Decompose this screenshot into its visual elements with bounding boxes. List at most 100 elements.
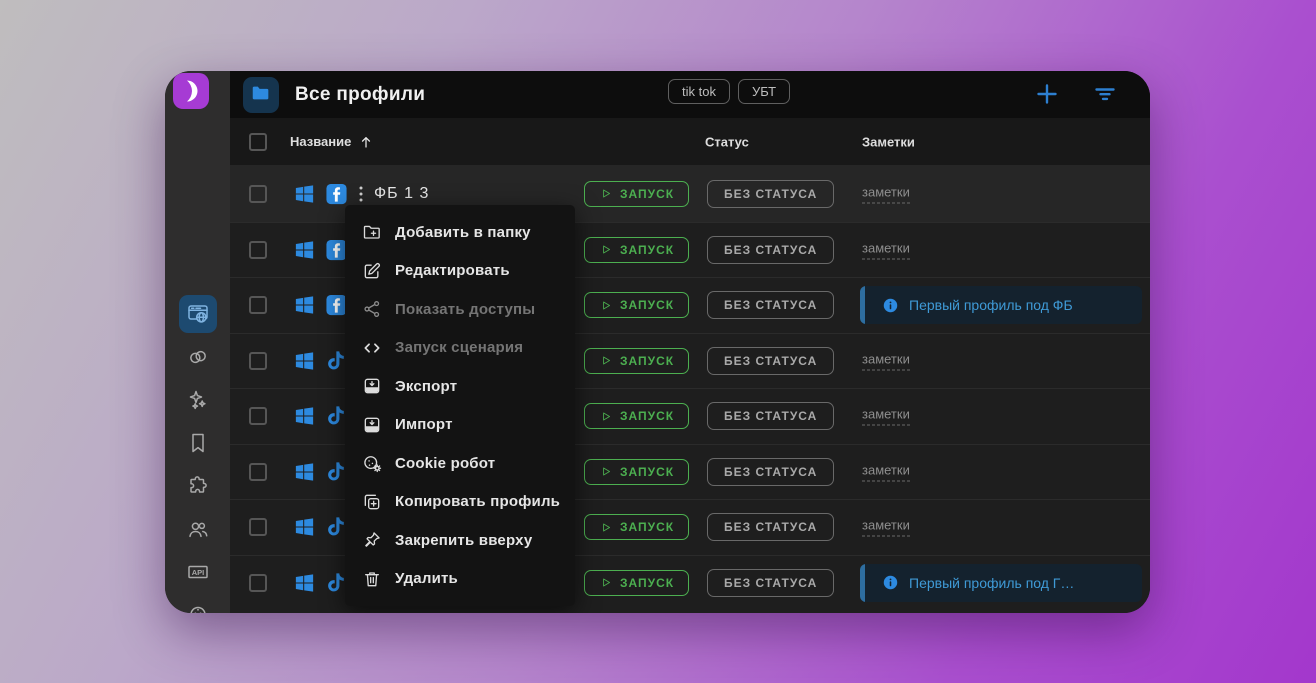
sidebar-item-extensions[interactable] [179, 467, 217, 505]
tag-tiktok[interactable]: tik tok [668, 79, 730, 104]
row-checkbox[interactable] [249, 407, 267, 426]
row-checkbox[interactable] [249, 573, 267, 592]
windows-icon [293, 182, 316, 205]
status-button[interactable]: БЕЗ СТАТУСА [707, 179, 835, 208]
status-button[interactable]: БЕЗ СТАТУСА [707, 346, 835, 375]
note-text: Первый профиль под Г… [909, 574, 1075, 591]
play-icon [603, 467, 610, 476]
note-card[interactable]: Первый профиль под Г… [860, 563, 1142, 602]
sidebar-item-bot[interactable] [179, 596, 217, 613]
menu-item-add-to-folder[interactable]: Добавить в папку [345, 213, 575, 252]
context-menu: Добавить в папку Редактировать Показать … [345, 205, 575, 606]
tag-list: tik tok УБТ [668, 79, 791, 104]
sidebar-item-bookmarks[interactable] [179, 424, 217, 462]
sidebar-item-proxy[interactable] [179, 338, 217, 376]
sort-asc-icon [362, 136, 371, 148]
windows-icon [293, 460, 316, 483]
cookie-robot-icon [362, 453, 382, 473]
windows-icon [293, 238, 316, 261]
launch-button[interactable]: ЗАПУСК [584, 458, 690, 485]
profile-name: ФБ 1 3 [374, 184, 430, 202]
add-profile-button[interactable] [1034, 82, 1060, 108]
sidebar: API [165, 71, 230, 613]
row-checkbox[interactable] [249, 462, 267, 481]
notes-placeholder[interactable]: заметки [862, 184, 910, 204]
menu-item-pin-top[interactable]: Закрепить вверху [345, 521, 575, 560]
windows-icon [293, 294, 316, 317]
menu-item-run-scenario: Запуск сценария [345, 329, 575, 368]
sidebar-item-profiles[interactable] [178, 295, 217, 333]
app-window: API Все профили tik tok УБТ [165, 71, 1150, 613]
play-icon [603, 356, 610, 365]
windows-icon [293, 571, 316, 594]
menu-item-import[interactable]: Импорт [345, 406, 575, 445]
code-icon [362, 338, 382, 358]
column-status: Статус [705, 134, 749, 149]
row-checkbox[interactable] [249, 184, 267, 203]
menu-item-delete[interactable]: Удалить [345, 560, 575, 599]
status-button[interactable]: БЕЗ СТАТУСА [707, 402, 835, 431]
menu-item-edit[interactable]: Редактировать [345, 252, 575, 291]
notes-placeholder[interactable]: заметки [862, 351, 910, 371]
note-text: Первый профиль под ФБ [909, 297, 1073, 314]
row-checkbox[interactable] [249, 351, 267, 370]
svg-text:API: API [191, 568, 204, 577]
sidebar-item-automation[interactable] [179, 381, 217, 419]
import-icon [362, 415, 382, 435]
launch-button[interactable]: ЗАПУСК [584, 569, 690, 596]
filter-button[interactable] [1092, 82, 1118, 108]
launch-button[interactable]: ЗАПУСК [584, 403, 690, 430]
launch-button[interactable]: ЗАПУСК [584, 180, 690, 207]
launch-button[interactable]: ЗАПУСК [584, 347, 690, 374]
row-checkbox[interactable] [249, 296, 267, 315]
windows-icon [293, 349, 316, 372]
status-button[interactable]: БЕЗ СТАТУСА [707, 291, 835, 320]
column-notes: Заметки [862, 134, 915, 149]
facebook-icon [325, 294, 348, 317]
windows-icon [293, 405, 316, 428]
notes-placeholder[interactable]: заметки [862, 462, 910, 482]
launch-button[interactable]: ЗАПУСК [584, 292, 690, 319]
share-icon [362, 299, 382, 319]
menu-item-cookie-robot[interactable]: Cookie робот [345, 444, 575, 483]
menu-item-export[interactable]: Экспорт [345, 367, 575, 406]
status-button[interactable]: БЕЗ СТАТУСА [707, 457, 835, 486]
menu-item-copy-profile[interactable]: Копировать профиль [345, 483, 575, 522]
row-checkbox[interactable] [249, 240, 267, 259]
tiktok-icon [325, 460, 348, 483]
play-icon [603, 301, 610, 310]
plus-icon [1037, 84, 1057, 104]
info-icon [882, 574, 899, 591]
select-all-checkbox[interactable] [249, 132, 267, 151]
folder-plus-icon [362, 222, 382, 242]
row-kebab-icon[interactable] [354, 184, 368, 204]
launch-button[interactable]: ЗАПУСК [584, 514, 690, 541]
column-name[interactable]: Название [290, 134, 374, 150]
windows-icon [293, 516, 316, 539]
tiktok-icon [325, 349, 348, 372]
play-icon [603, 245, 610, 254]
tiktok-icon [325, 516, 348, 539]
pin-icon [362, 530, 382, 550]
tiktok-icon [325, 571, 348, 594]
table-row[interactable]: ФБ 1 3 ЗАПУСК БЕЗ СТАТУСА заметки [230, 166, 1150, 222]
status-button[interactable]: БЕЗ СТАТУСА [707, 568, 835, 597]
dolphin-logo-icon [172, 73, 209, 109]
sidebar-item-team[interactable] [179, 510, 217, 548]
page-title: Все профили [295, 83, 426, 105]
note-card[interactable]: Первый профиль под ФБ [860, 286, 1142, 325]
notes-placeholder[interactable]: заметки [862, 240, 910, 260]
folder-button[interactable] [243, 76, 279, 113]
filter-icon [1095, 88, 1115, 101]
info-icon [882, 297, 899, 314]
launch-button[interactable]: ЗАПУСК [584, 236, 690, 263]
play-icon [603, 189, 610, 198]
notes-placeholder[interactable]: заметки [862, 407, 910, 426]
play-icon [603, 523, 610, 532]
notes-placeholder[interactable]: заметки [862, 518, 910, 537]
status-button[interactable]: БЕЗ СТАТУСА [707, 513, 835, 542]
row-checkbox[interactable] [249, 518, 267, 537]
sidebar-item-api[interactable]: API [179, 553, 217, 591]
tag-ubt[interactable]: УБТ [737, 79, 791, 104]
status-button[interactable]: БЕЗ СТАТУСА [707, 235, 835, 264]
